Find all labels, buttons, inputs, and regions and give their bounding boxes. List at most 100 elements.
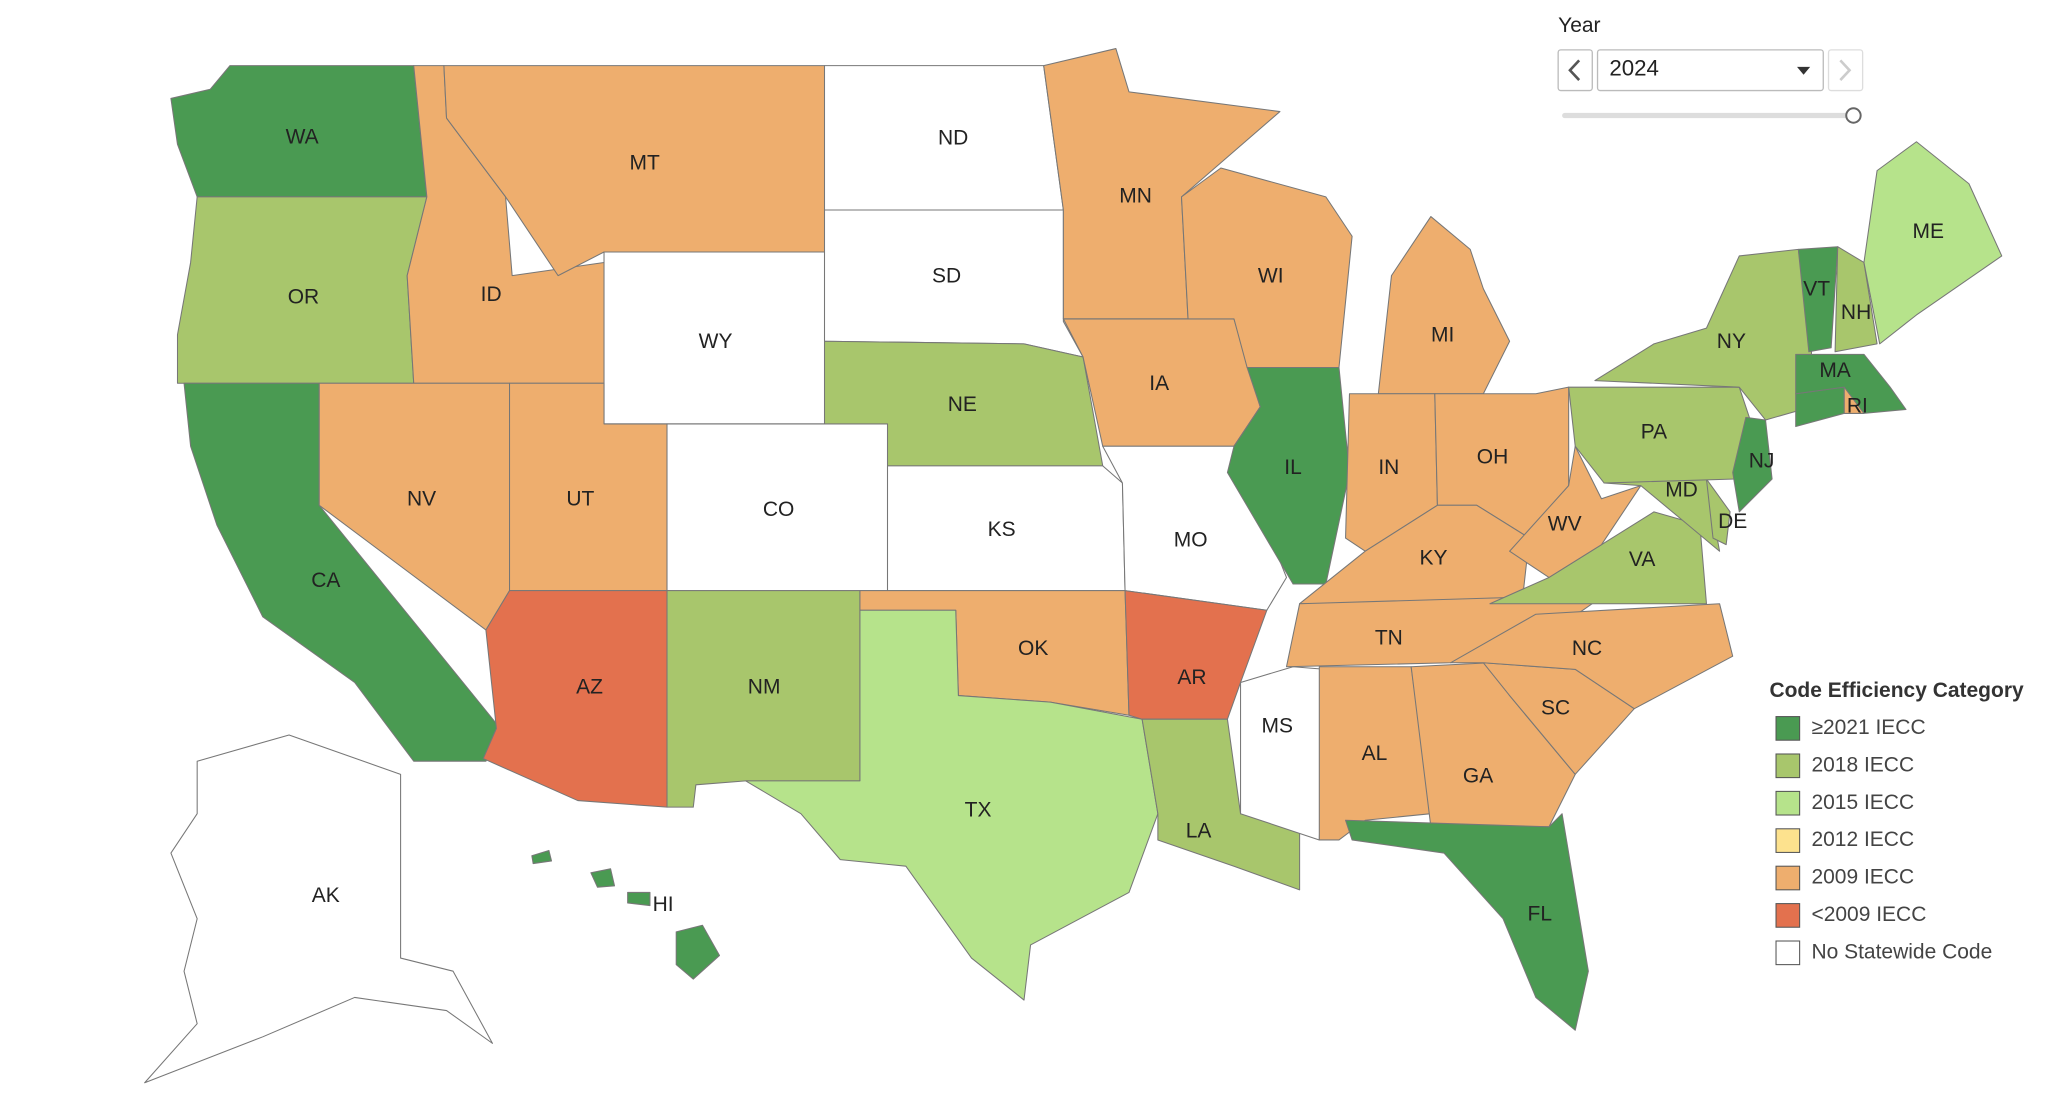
- state-label: MI: [1431, 324, 1454, 347]
- year-slider-handle[interactable]: [1845, 107, 1862, 124]
- state-shape: [675, 924, 721, 980]
- state-label: IA: [1149, 372, 1169, 395]
- state-label: SC: [1541, 696, 1570, 719]
- state[interactable]: [1345, 813, 1589, 1031]
- state-label: AR: [1177, 666, 1206, 689]
- state-shape: [1705, 478, 1731, 546]
- state-label: TX: [965, 799, 992, 822]
- state[interactable]: [531, 849, 721, 980]
- legend-item[interactable]: 2009 IECC: [1775, 865, 1914, 891]
- state-label: OK: [1018, 637, 1048, 660]
- state-label: OR: [288, 285, 319, 308]
- state[interactable]: [1226, 366, 1351, 585]
- state-label: NE: [948, 393, 977, 416]
- legend-swatch: [1775, 828, 1801, 853]
- legend-label: No Statewide Code: [1811, 940, 1992, 963]
- state-shape: [666, 590, 861, 808]
- state[interactable]: [1834, 246, 1878, 353]
- state-shape: [1141, 718, 1301, 891]
- state-label: CA: [311, 569, 340, 592]
- state-label: IN: [1378, 456, 1399, 479]
- legend-swatch: [1775, 790, 1801, 816]
- year-value: 2024: [1609, 55, 1659, 80]
- state-shape: [531, 849, 553, 865]
- state[interactable]: [1141, 718, 1301, 891]
- state-label: ND: [938, 127, 968, 150]
- year-dropdown[interactable]: 2024: [1596, 49, 1824, 92]
- legend-item[interactable]: 2015 IECC: [1775, 790, 1914, 816]
- state-label: TN: [1375, 627, 1403, 650]
- state-label: LA: [1186, 820, 1212, 843]
- state-label: KS: [988, 518, 1016, 541]
- legend-item[interactable]: 2012 IECC: [1775, 828, 1914, 853]
- legend: ≥2021 IECC 2018 IECC 2015 IECC 2012 IECC 200…: [1775, 716, 1992, 966]
- legend-swatch: [1775, 716, 1801, 741]
- state-label: AK: [312, 884, 340, 907]
- state-label: ID: [481, 283, 502, 306]
- legend-swatch: [1775, 903, 1801, 928]
- legend-swatch: [1775, 865, 1801, 891]
- state-shape: [1450, 603, 1734, 710]
- state-shape: [1834, 246, 1878, 353]
- state[interactable]: [745, 609, 1159, 1001]
- state-shape: [590, 868, 616, 888]
- state-shape: [1345, 813, 1589, 1031]
- legend-label: 2015 IECC: [1811, 791, 1914, 814]
- state[interactable]: [1240, 666, 1327, 841]
- state-label: HI: [653, 893, 674, 916]
- state-shape: [745, 609, 1159, 1001]
- state-label: NY: [1717, 330, 1746, 353]
- state[interactable]: [1863, 141, 2003, 345]
- state[interactable]: [1732, 416, 1773, 513]
- state-label: MT: [630, 152, 660, 175]
- legend-label: 2009 IECC: [1811, 866, 1914, 889]
- legend-item[interactable]: ≥2021 IECC: [1775, 716, 1926, 741]
- legend-label: ≥2021 IECC: [1811, 716, 1925, 739]
- state-label: OH: [1477, 446, 1508, 469]
- state-label: KY: [1419, 547, 1447, 570]
- state-label: SD: [932, 264, 961, 287]
- state-label: NV: [407, 488, 436, 511]
- state-shape: [1797, 246, 1839, 353]
- state-shape: [1509, 445, 1642, 578]
- legend-item[interactable]: 2018 IECC: [1775, 753, 1914, 779]
- state[interactable]: [1377, 216, 1511, 395]
- state-label: RI: [1847, 394, 1868, 417]
- legend-title: Code Efficiency Category: [1769, 679, 2024, 702]
- state-label: ME: [1913, 220, 1944, 243]
- state[interactable]: [1705, 478, 1731, 546]
- state-label: WI: [1258, 264, 1284, 287]
- state[interactable]: [1797, 246, 1839, 353]
- state[interactable]: [144, 734, 493, 1084]
- state[interactable]: [1795, 353, 1907, 414]
- state-label: NJ: [1749, 450, 1775, 473]
- state[interactable]: [482, 590, 668, 808]
- state[interactable]: [1509, 445, 1642, 578]
- state[interactable]: [666, 590, 861, 808]
- state-label: WA: [286, 125, 319, 148]
- state-label: WY: [699, 330, 733, 353]
- legend-item[interactable]: No Statewide Code: [1775, 940, 1992, 966]
- year-label: Year: [1558, 14, 1600, 37]
- labels-layer: WA OR CA ID NV MT WY UT AZ CO NM ND SD NE KS OK TX MN IA MO…: [286, 125, 1944, 925]
- state-label: MD: [1665, 478, 1698, 501]
- state-label: PA: [1641, 421, 1667, 444]
- states-layer: [144, 48, 2003, 1084]
- next-year-button[interactable]: [1827, 49, 1864, 92]
- state-shape: [144, 734, 493, 1084]
- legend-item[interactable]: <2009 IECC: [1775, 903, 1926, 928]
- state-label: NC: [1572, 637, 1602, 660]
- legend-label: <2009 IECC: [1811, 903, 1926, 926]
- prev-year-button[interactable]: [1557, 49, 1593, 92]
- legend-swatch: [1775, 940, 1801, 966]
- state[interactable]: [1450, 603, 1734, 710]
- state-label: NM: [748, 675, 781, 698]
- state-label: VA: [1629, 548, 1655, 571]
- state-label: CO: [763, 498, 794, 521]
- state-shape: [627, 891, 651, 907]
- state-label: UT: [566, 488, 594, 511]
- state-shape: [1226, 366, 1351, 585]
- state-label: MS: [1262, 715, 1293, 738]
- state-shape: [1732, 416, 1773, 513]
